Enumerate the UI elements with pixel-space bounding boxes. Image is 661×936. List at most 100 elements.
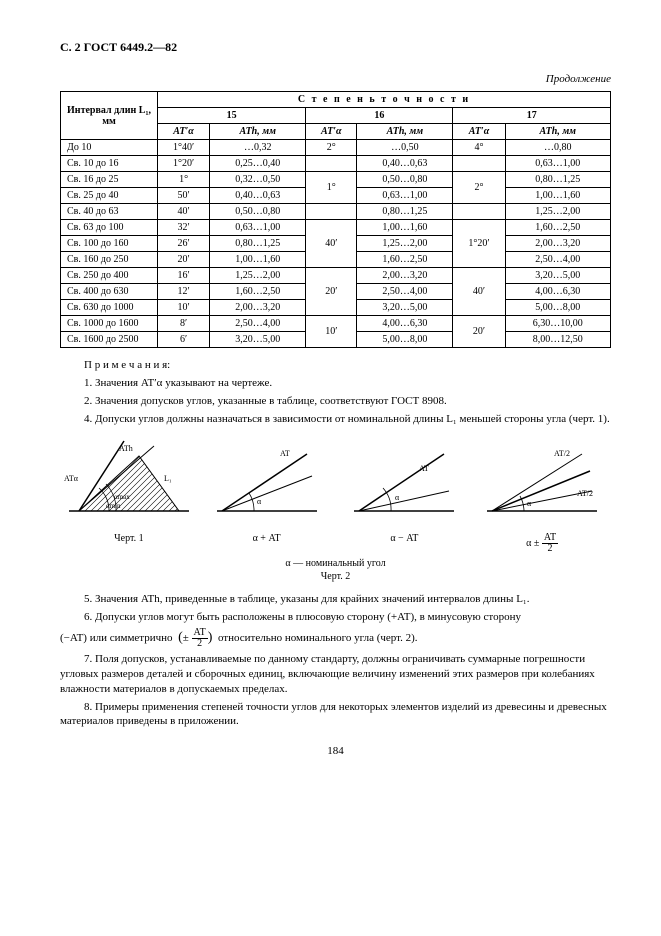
table-cell: 0,63…1,00 — [357, 188, 453, 204]
page-header: С. 2 ГОСТ 6449.2—82 — [60, 40, 611, 55]
table-cell: 2,00…3,20 — [357, 268, 453, 284]
table-cell: 2,00…3,20 — [210, 300, 306, 316]
table-cell: …0,50 — [357, 140, 453, 156]
note-8: 8. Примеры применения степеней точности … — [60, 700, 611, 730]
table-row: До 101°40′…0,322°…0,504°…0,80 — [61, 140, 611, 156]
fig2b-caption: α − AT — [336, 533, 474, 544]
table-cell: 20′ — [453, 316, 505, 348]
table-cell: 5,00…8,00 — [505, 300, 610, 316]
svg-text:ATh: ATh — [119, 444, 133, 453]
table-cell: Св. 630 до 1000 — [61, 300, 158, 316]
continuation-label: Продолжение — [60, 73, 611, 85]
svg-text:ATα: ATα — [64, 474, 79, 483]
note-5: 5. Значения ATh, приведенные в таблице, … — [60, 592, 611, 607]
table-row: Св. 10 до 161°20′0,25…0,400,40…0,630,63…… — [61, 156, 611, 172]
svg-text:αmax: αmax — [114, 493, 130, 501]
accuracy-title: С т е п е н ь т о ч н о с т и — [158, 92, 611, 108]
table-cell: Св. 400 до 630 — [61, 284, 158, 300]
table-cell: До 10 — [61, 140, 158, 156]
table-cell: 0,63…1,00 — [505, 156, 610, 172]
table-cell: 1,00…1,60 — [210, 252, 306, 268]
table-cell: 0,40…0,63 — [210, 188, 306, 204]
table-cell: 1° — [306, 172, 357, 204]
table-cell: Св. 1600 до 2500 — [61, 332, 158, 348]
table-cell: 1,25…2,00 — [210, 268, 306, 284]
fig2-caption: Черт. 2 — [60, 571, 611, 582]
notes-block: П р и м е ч а н и я: 1. Значения AT′α ук… — [60, 358, 611, 426]
table-cell: 10′ — [158, 300, 210, 316]
table-cell: 26′ — [158, 236, 210, 252]
table-cell: 1,00…1,60 — [505, 188, 610, 204]
table-cell: 40′ — [306, 220, 357, 268]
svg-text:L₁: L₁ — [164, 474, 172, 483]
table-cell: 1° — [158, 172, 210, 188]
table-cell: 6,30…10,00 — [505, 316, 610, 332]
table-cell: Св. 100 до 160 — [61, 236, 158, 252]
table-cell: 8,00…12,50 — [505, 332, 610, 348]
table-cell: 2,50…4,00 — [505, 252, 610, 268]
svg-text:αmin: αmin — [106, 502, 121, 510]
table-cell: 2,00…3,20 — [505, 236, 610, 252]
table-cell: 2° — [453, 172, 505, 204]
table-cell: 0,32…0,50 — [210, 172, 306, 188]
fig2a-caption: α + AT — [198, 533, 336, 544]
table-cell: 1°20′ — [158, 156, 210, 172]
note-2: 2. Значения допусков углов, указанные в … — [60, 394, 611, 409]
table-cell — [306, 156, 357, 172]
tolerance-table: Интервал длин L₁, мм С т е п е н ь т о ч… — [60, 91, 611, 348]
table-cell: 0,80…1,25 — [505, 172, 610, 188]
table-row: Св. 40 до 6340′0,50…0,800,80…1,251,25…2,… — [61, 204, 611, 220]
figure-2b-svg: AT α — [349, 436, 459, 526]
sub-a: AT′α — [453, 124, 505, 140]
table-cell: 0,80…1,25 — [357, 204, 453, 220]
table-cell: 1,00…1,60 — [357, 220, 453, 236]
table-row: Св. 16 до 251°0,32…0,501°0,50…0,802°0,80… — [61, 172, 611, 188]
table-cell: 1,60…2,50 — [505, 220, 610, 236]
sub-b: ATh, мм — [505, 124, 610, 140]
table-cell: 1°20′ — [453, 220, 505, 268]
col-interval: Интервал длин L₁, мм — [61, 92, 158, 140]
table-cell: 0,40…0,63 — [357, 156, 453, 172]
table-cell: 40′ — [158, 204, 210, 220]
table-cell: …0,80 — [505, 140, 610, 156]
table-cell: Св. 16 до 25 — [61, 172, 158, 188]
figure-2a-svg: AT α — [212, 436, 322, 526]
table-cell: 3,20…5,00 — [357, 300, 453, 316]
note-6a: 6. Допуски углов могут быть расположены … — [60, 610, 611, 625]
table-cell: 2,50…4,00 — [357, 284, 453, 300]
note-7: 7. Поля допусков, устанавливаемые по дан… — [60, 652, 611, 697]
table-row: Св. 250 до 40016′1,25…2,0020′2,00…3,2040… — [61, 268, 611, 284]
table-cell: 1,60…2,50 — [357, 252, 453, 268]
figure-1-svg: ATh ATα αmax αmin L₁ — [64, 436, 194, 526]
table-cell: 32′ — [158, 220, 210, 236]
table-cell: 20′ — [158, 252, 210, 268]
note-4: 4. Допуски углов должны назначаться в за… — [60, 412, 611, 427]
svg-text:AT: AT — [280, 449, 290, 458]
fig1-caption: Черт. 1 — [60, 533, 198, 544]
table-cell: Св. 1000 до 1600 — [61, 316, 158, 332]
table-cell — [453, 204, 505, 220]
table-cell: 1,25…2,00 — [357, 236, 453, 252]
table-cell: …0,32 — [210, 140, 306, 156]
table-cell: 20′ — [306, 268, 357, 316]
table-cell: 0,25…0,40 — [210, 156, 306, 172]
sub-a: AT′α — [158, 124, 210, 140]
table-row: Св. 1000 до 16008′2,50…4,0010′4,00…6,302… — [61, 316, 611, 332]
notes-title: П р и м е ч а н и я: — [60, 358, 611, 373]
fig2c-caption: α ± AT2 — [473, 533, 611, 554]
table-cell: 50′ — [158, 188, 210, 204]
sub-a: AT′α — [306, 124, 357, 140]
table-cell: 5,00…8,00 — [357, 332, 453, 348]
table-cell: 0,50…0,80 — [210, 204, 306, 220]
table-cell: Св. 25 до 40 — [61, 188, 158, 204]
table-cell — [453, 156, 505, 172]
figure-2c-svg: AT/2 AT/2 α — [482, 436, 602, 526]
svg-text:AT: AT — [419, 464, 429, 473]
svg-text:α: α — [257, 497, 262, 506]
table-cell: 2,50…4,00 — [210, 316, 306, 332]
table-cell: 0,50…0,80 — [357, 172, 453, 188]
note-6b: (−AT) или симметрично (± AT2) относитель… — [60, 628, 611, 649]
table-cell: 6′ — [158, 332, 210, 348]
figure-row: ATh ATα αmax αmin L₁ Черт. 1 AT α α + AT — [60, 436, 611, 554]
table-cell — [306, 204, 357, 220]
